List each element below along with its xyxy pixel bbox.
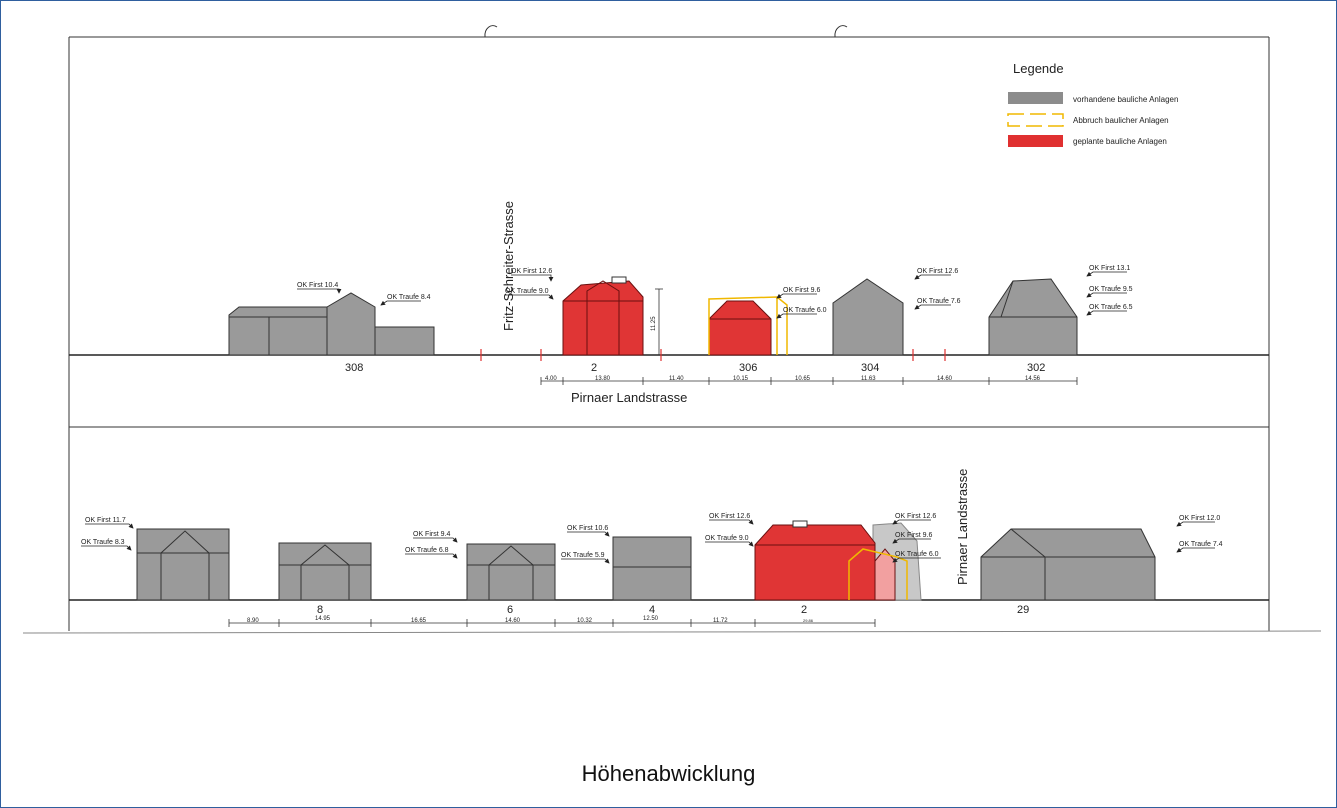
dim-top-3: 11.40 [669,376,684,382]
label-2b-first: OK First 12.6 [709,513,750,520]
legend-swatch-demolition [1007,113,1064,127]
building-306-planned [708,300,772,356]
height-dimension [655,288,663,355]
dim-top-5: 10.65 [795,376,811,382]
dim-top-7: 14.60 [937,376,953,382]
house-number-4: 4 [649,604,655,616]
height-arrows-top [297,271,1127,319]
height-labels-top: OK First 10.4 OK Traufe 8.4 OK First 12.… [297,265,1133,314]
dim-bottom-3: 16.65 [411,618,427,624]
label-308-traufe: OK Traufe 8.4 [387,294,431,301]
building-2-planned-bottom [754,520,876,601]
building-2-planned [562,276,644,356]
label-2-first: OK First 12.6 [511,268,552,275]
building-8 [278,542,372,601]
street-name-top: Pirnaer Landstrasse [571,390,687,405]
label-302-traufe-1: OK Traufe 9.5 [1089,286,1133,293]
label-2b-rear-first-1: OK First 12.6 [895,513,936,520]
drawing-caption: Höhenabwicklung [581,761,756,786]
height-labels-bottom: OK First 11.7 OK Traufe 8.3 OK First 9.4… [81,513,1223,559]
dim-bottom-4: 14.60 [505,618,521,624]
house-number-308: 308 [345,362,363,374]
legend-title: Legende [1013,61,1064,76]
legend-swatch-planned [1008,135,1063,147]
dim-top-8: 14.56 [1025,376,1041,382]
dim-top-4: 10.15 [733,376,749,382]
dim-top-2: 13.80 [595,376,611,382]
dim-top-1: 4.00 [545,376,557,382]
building-29 [980,528,1156,601]
dim-bottom-7: 11.72 [713,618,728,624]
dim-bottom-2: 14.95 [315,616,331,622]
building-bottom-1 [136,528,230,601]
height-dimension-label: 11.25 [651,316,657,331]
label-29-traufe: OK Traufe 7.4 [1179,541,1223,548]
legend-label-existing: vorhandene bauliche Anlagen [1073,95,1178,104]
label-306-first: OK First 9.6 [783,287,820,294]
label-b1-first: OK First 11.7 [85,517,126,524]
legend-swatch-existing [1008,92,1063,104]
building-2-planned-annex [874,548,896,601]
legend-label-planned: geplante bauliche Anlagen [1073,137,1167,146]
building-6 [466,543,556,601]
sheet-frame [22,25,1322,634]
label-6-first: OK First 9.4 [413,531,450,538]
label-2b-rear-first-2: OK First 9.6 [895,532,932,539]
dimension-chain-top [540,377,1078,385]
label-302-traufe-2: OK Traufe 6.5 [1089,304,1133,311]
label-6-traufe: OK Traufe 6.8 [405,547,449,554]
dim-bottom-8: 29.86 [803,618,814,623]
label-304-first: OK First 12.6 [917,268,958,275]
label-2b-traufe: OK Traufe 9.0 [705,535,749,542]
dim-bottom-6: 12.50 [643,616,659,622]
legend-label-demolition: Abbruch baulicher Anlagen [1073,116,1169,125]
house-number-2-top: 2 [591,362,597,374]
house-number-8: 8 [317,604,323,616]
height-arrows-bottom [81,519,1215,564]
house-number-2-bottom: 2 [801,604,807,616]
label-29-first: OK First 12.0 [1179,515,1220,522]
dim-bottom-1: 8.90 [247,618,259,624]
label-308-first: OK First 10.4 [297,282,338,289]
building-2-demolition [848,548,908,600]
label-2b-rear-traufe: OK Traufe 6.0 [895,551,939,558]
house-number-304: 304 [861,362,879,374]
label-4-traufe: OK Traufe 5.9 [561,552,605,559]
house-number-306: 306 [739,362,757,374]
house-number-29: 29 [1017,604,1029,616]
bottom-elevation: Pirnaer Landstrasse 8 6 4 2 29 8.90 14.9… [69,469,1269,627]
label-4-first: OK First 10.6 [567,525,608,532]
label-302-first: OK First 13.1 [1089,265,1130,272]
building-304 [832,278,904,356]
house-number-302: 302 [1027,362,1045,374]
building-302 [988,278,1078,356]
cross-street-top: Fritz-Schreiter-Strasse [501,201,516,331]
label-2-traufe: OK Traufe 9.0 [505,288,549,295]
label-b1-traufe: OK Traufe 8.3 [81,539,125,546]
label-304-traufe: OK Traufe 7.6 [917,298,961,305]
label-306-traufe: OK Traufe 6.0 [783,307,827,314]
dimension-chain-bottom [228,619,876,627]
top-elevation: 11.25 Fritz-Schreiter-Strasse 308 2 306 … [69,201,1269,405]
building-4 [612,536,692,601]
house-number-6: 6 [507,604,513,616]
dim-bottom-5: 10.32 [577,618,593,624]
building-308 [228,292,435,356]
plot-boundary-ticks [480,349,946,361]
legend: Legende vorhandene bauliche Anlagen Abbr… [1007,61,1178,147]
cross-street-bottom: Pirnaer Landstrasse [955,469,970,585]
dim-top-6: 11.63 [861,376,876,382]
